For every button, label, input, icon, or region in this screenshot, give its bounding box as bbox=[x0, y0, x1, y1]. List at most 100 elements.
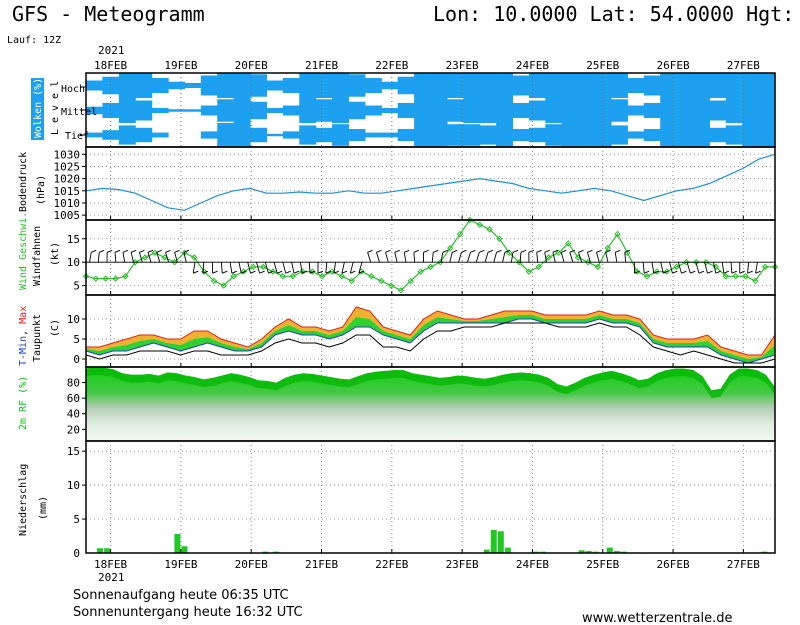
wind-barb-flag bbox=[268, 270, 274, 274]
wind-barb-flag bbox=[106, 249, 113, 253]
wind-barb-flag bbox=[681, 270, 687, 274]
wind-barb-flag bbox=[358, 270, 365, 274]
tmin-line bbox=[85, 318, 776, 364]
cloud-high-block bbox=[381, 81, 399, 90]
wind-barb-flag bbox=[755, 270, 761, 274]
wind-barb-flag bbox=[404, 249, 410, 253]
precip-bar bbox=[174, 533, 181, 553]
y-tick-label: 60 bbox=[67, 392, 80, 405]
cloud-low-block bbox=[397, 129, 415, 141]
wind-barb-flag bbox=[183, 249, 189, 253]
wind-barb bbox=[569, 252, 574, 263]
wind-barb-flag bbox=[333, 270, 340, 274]
wind-barb bbox=[282, 262, 287, 274]
wind-barb-flag bbox=[367, 249, 373, 253]
cloud-low-block bbox=[86, 132, 104, 138]
wind-barb bbox=[247, 262, 251, 274]
wind-barb-flag bbox=[731, 270, 737, 274]
cloud-high-block bbox=[512, 75, 530, 96]
wind-barb bbox=[256, 262, 261, 274]
y-tick-label: 80 bbox=[67, 377, 80, 390]
cloud-high-block bbox=[414, 73, 432, 98]
precip-bar bbox=[504, 547, 511, 553]
wind-speed-point bbox=[574, 254, 582, 261]
wind-barb bbox=[174, 252, 178, 263]
wind-speed-point bbox=[102, 275, 109, 282]
page-title: GFS - Meteogramm bbox=[12, 2, 205, 26]
wind-barb-flag bbox=[309, 270, 316, 274]
wind-barb bbox=[721, 262, 725, 274]
cloud-high-block bbox=[676, 73, 694, 98]
precip-bar bbox=[483, 549, 490, 553]
wind-barb-flag bbox=[423, 249, 429, 253]
cloud-low-block bbox=[266, 133, 284, 137]
wind-speed-point bbox=[673, 263, 680, 271]
bottom-date-27FEB: 27FEB bbox=[727, 558, 760, 571]
wind-barb-flag bbox=[114, 249, 121, 253]
wind-speed-point bbox=[496, 235, 503, 242]
cloud-low-block bbox=[692, 123, 710, 147]
wind-barb-flag bbox=[156, 249, 162, 253]
wind-speed-point bbox=[378, 277, 385, 285]
cloud-high-block bbox=[168, 81, 186, 90]
wind-speed-point bbox=[535, 263, 542, 271]
temperature-unit: (C) bbox=[50, 319, 61, 337]
wind-barb bbox=[695, 262, 700, 274]
wind-barb bbox=[192, 262, 196, 274]
cloud-high-block bbox=[364, 78, 382, 93]
cloud-low-block bbox=[463, 124, 481, 146]
cloud-high-block bbox=[643, 75, 661, 96]
y-tick-label: 10 bbox=[67, 256, 80, 269]
wind-barb bbox=[755, 262, 758, 274]
cloud-middle-block bbox=[578, 98, 596, 123]
y-tick-label: 20 bbox=[67, 423, 80, 436]
cloud-high-block bbox=[545, 73, 563, 98]
wind-barb-flag bbox=[259, 270, 265, 274]
cloud-low-block bbox=[233, 123, 251, 147]
wind-barb bbox=[165, 252, 170, 263]
wind-barb-flag bbox=[325, 270, 332, 274]
cloud-middle-block bbox=[692, 98, 710, 123]
y-tick-label: 5 bbox=[73, 333, 80, 346]
wind-barb-flag bbox=[634, 270, 640, 274]
wind-speed-point bbox=[397, 287, 405, 294]
cloud-middle-block bbox=[561, 98, 579, 123]
wind-barb bbox=[139, 252, 143, 263]
wind-barb-flag bbox=[587, 249, 593, 253]
wind-barb bbox=[183, 252, 187, 263]
cloud-middle-block bbox=[676, 98, 694, 123]
wind-barb bbox=[376, 252, 380, 263]
y-tick-label: 1015 bbox=[54, 185, 81, 198]
cloud-low-block bbox=[332, 124, 350, 146]
bottom-date-20FEB: 20FEB bbox=[235, 558, 268, 571]
wind-barb-flag bbox=[222, 270, 228, 274]
wind-speed-point bbox=[614, 230, 621, 238]
wind-speed-point bbox=[456, 230, 464, 238]
wind-barb-flag bbox=[130, 249, 137, 253]
tmin-ylabel: T-Min bbox=[18, 336, 29, 366]
wind-barb bbox=[325, 262, 328, 274]
wind-speed-point bbox=[742, 273, 749, 280]
cloud-high-block bbox=[135, 73, 153, 98]
wind-barb bbox=[358, 262, 363, 274]
wind-barb-flag bbox=[433, 249, 439, 253]
wind-barb bbox=[519, 252, 522, 263]
cloud-high-block bbox=[151, 78, 169, 93]
cloud-low-block bbox=[643, 129, 661, 141]
wind-barb bbox=[578, 252, 583, 263]
wind-barb bbox=[624, 252, 627, 263]
wind-barb bbox=[130, 252, 134, 263]
cloud-middle-block bbox=[643, 103, 661, 118]
top-date-24FEB: 24FEB bbox=[516, 59, 549, 72]
cloud-high-block bbox=[86, 80, 104, 91]
panel-frame bbox=[85, 219, 776, 296]
cloud-middle-block bbox=[118, 98, 136, 123]
wind-barb-flag bbox=[442, 249, 448, 253]
wind-barb-flag bbox=[528, 249, 534, 253]
wind-barb bbox=[560, 252, 565, 263]
wind-barb-flag bbox=[487, 249, 494, 253]
wind-unit: (kt) bbox=[50, 242, 61, 266]
coordinates: Lon: 10.0000 Lat: 54.0000 Hgt: 2 bbox=[433, 2, 800, 26]
top-date-26FEB: 26FEB bbox=[656, 59, 689, 72]
wind-speed-point bbox=[427, 263, 434, 271]
